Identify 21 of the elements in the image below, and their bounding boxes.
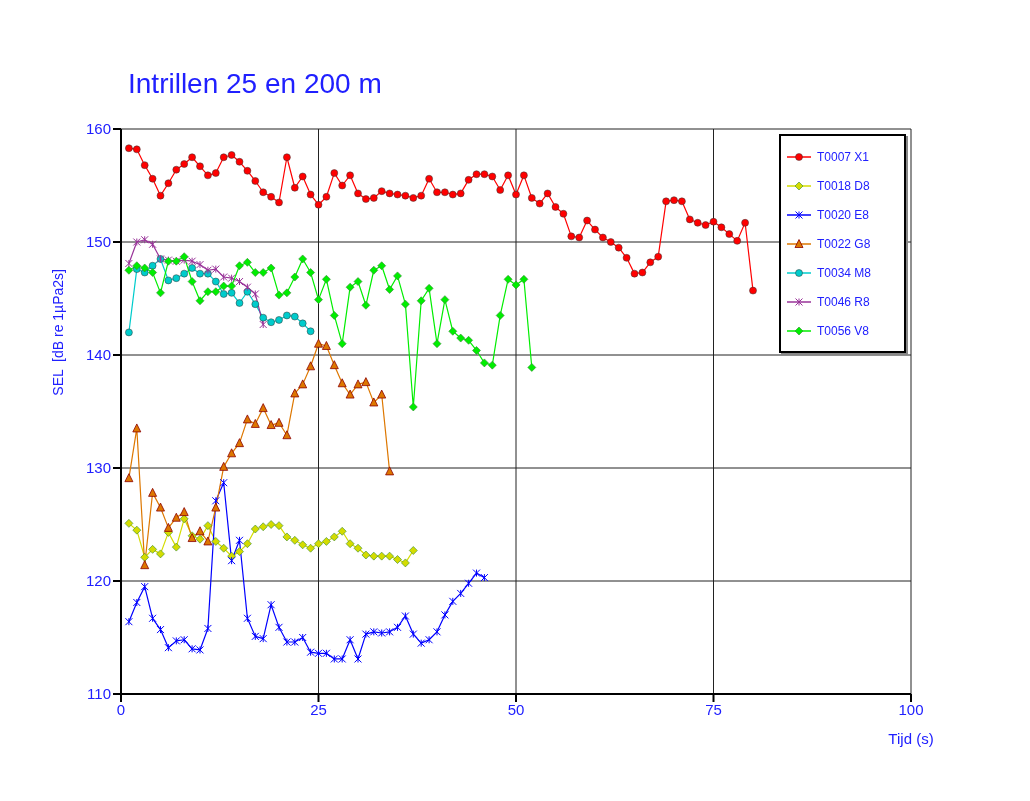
x-tick-label: 100: [898, 700, 924, 718]
x-tick-label: 75: [705, 700, 722, 718]
y-tick-label: 160: [85, 120, 111, 138]
legend-label: T0020 E8: [817, 207, 870, 222]
legend-label: T0007 X1: [817, 149, 870, 164]
y-tick-label: 130: [85, 459, 111, 477]
legend-label: T0022 G8: [817, 236, 871, 251]
y-tick-label: 120: [85, 572, 111, 590]
legend-label: T0046 R8: [817, 294, 870, 309]
y-tick-label: 150: [85, 233, 111, 251]
y-tick-label: 140: [85, 346, 111, 364]
legend-label: T0018 D8: [817, 178, 870, 193]
x-tick-label: 0: [116, 700, 126, 718]
y-axis-title: SEL [dB re 1µPa2s]: [50, 269, 66, 396]
x-tick-label: 50: [507, 700, 525, 718]
legend-label: T0034 M8: [817, 265, 872, 280]
x-tick-label: 25: [310, 700, 327, 718]
x-axis-title: Tijd (s): [888, 730, 934, 747]
y-tick-label: 110: [87, 685, 111, 703]
legend-label: T0056 V8: [817, 323, 870, 338]
chart-title: Intrillen 25 en 200 m: [128, 68, 382, 100]
